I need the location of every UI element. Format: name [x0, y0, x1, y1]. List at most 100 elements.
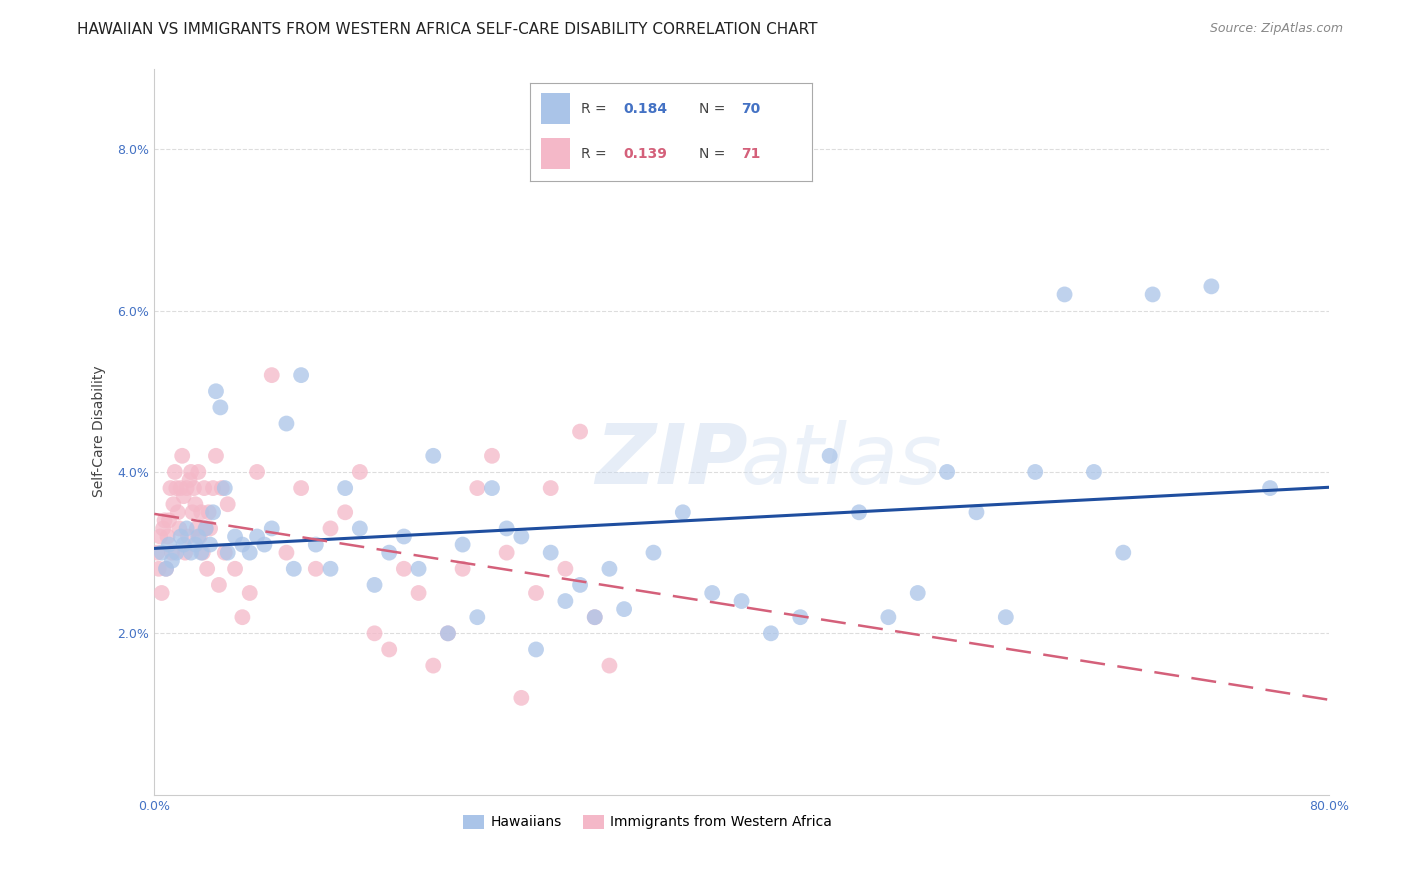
Point [672, 505, 695, 519]
Point [174, 546, 197, 560]
Point [290, 481, 312, 495]
Point [170, 529, 193, 543]
Point [170, 481, 193, 495]
Point [208, 578, 231, 592]
Point [165, 481, 187, 495]
Point [319, 521, 342, 535]
Point [363, 578, 385, 592]
Text: Source: ZipAtlas.com: Source: ZipAtlas.com [1209, 22, 1343, 36]
Point [163, 465, 186, 479]
Point [702, 586, 724, 600]
Point [202, 505, 225, 519]
Point [214, 546, 236, 560]
Point [184, 538, 207, 552]
Point [214, 481, 236, 495]
Point [1112, 546, 1135, 560]
Point [583, 610, 606, 624]
Point [333, 505, 356, 519]
Point [333, 481, 356, 495]
Point [1053, 287, 1076, 301]
Point [276, 546, 298, 560]
Point [246, 529, 269, 543]
Point [146, 546, 169, 560]
Point [1201, 279, 1223, 293]
Point [167, 521, 190, 535]
Point [290, 368, 312, 383]
Point [198, 521, 221, 535]
Text: HAWAIIAN VS IMMIGRANTS FROM WESTERN AFRICA SELF-CARE DISABILITY CORRELATION CHAR: HAWAIIAN VS IMMIGRANTS FROM WESTERN AFRI… [77, 22, 818, 37]
Point [205, 449, 228, 463]
Point [173, 538, 195, 552]
Point [224, 562, 246, 576]
Point [157, 513, 180, 527]
Point [187, 529, 209, 543]
Point [276, 417, 298, 431]
Point [231, 538, 253, 552]
Point [260, 368, 283, 383]
Point [422, 658, 444, 673]
Point [159, 481, 181, 495]
Point [155, 562, 177, 576]
Point [349, 521, 371, 535]
Point [152, 521, 174, 535]
Point [1258, 481, 1281, 495]
Point [184, 497, 207, 511]
Point [231, 610, 253, 624]
Point [190, 505, 212, 519]
Point [198, 538, 221, 552]
Point [211, 481, 233, 495]
Point [818, 449, 841, 463]
Point [239, 586, 262, 600]
Point [1024, 465, 1046, 479]
Point [217, 546, 239, 560]
Point [451, 538, 474, 552]
Point [510, 529, 533, 543]
Text: ZIP: ZIP [595, 420, 748, 501]
Point [598, 658, 620, 673]
Point [759, 626, 782, 640]
Point [176, 481, 198, 495]
Point [165, 546, 187, 560]
Point [166, 505, 188, 519]
Point [162, 497, 184, 511]
Point [936, 465, 959, 479]
Point [378, 546, 401, 560]
Point [349, 465, 371, 479]
Point [188, 529, 211, 543]
Point [1083, 465, 1105, 479]
Point [378, 642, 401, 657]
Point [224, 529, 246, 543]
Point [363, 626, 385, 640]
Point [613, 602, 636, 616]
Point [583, 610, 606, 624]
Point [408, 562, 430, 576]
Text: atlas: atlas [741, 420, 942, 501]
Point [569, 578, 592, 592]
Point [172, 449, 194, 463]
Point [554, 562, 576, 576]
Point [305, 562, 328, 576]
Legend: Hawaiians, Immigrants from Western Africa: Hawaiians, Immigrants from Western Afric… [457, 809, 838, 835]
Point [197, 505, 219, 519]
Point [191, 546, 214, 560]
Point [789, 610, 811, 624]
Point [202, 481, 225, 495]
Point [1142, 287, 1164, 301]
Point [176, 521, 198, 535]
Point [319, 562, 342, 576]
Point [180, 465, 202, 479]
Y-axis label: Self-Care Disability: Self-Care Disability [93, 366, 107, 498]
Point [510, 690, 533, 705]
Point [495, 546, 517, 560]
Point [877, 610, 900, 624]
Point [524, 642, 547, 657]
Point [965, 505, 987, 519]
Point [408, 586, 430, 600]
Point [253, 538, 276, 552]
Point [150, 586, 173, 600]
Point [173, 489, 195, 503]
Point [149, 529, 172, 543]
Point [181, 505, 204, 519]
Point [540, 481, 562, 495]
Point [481, 481, 503, 495]
